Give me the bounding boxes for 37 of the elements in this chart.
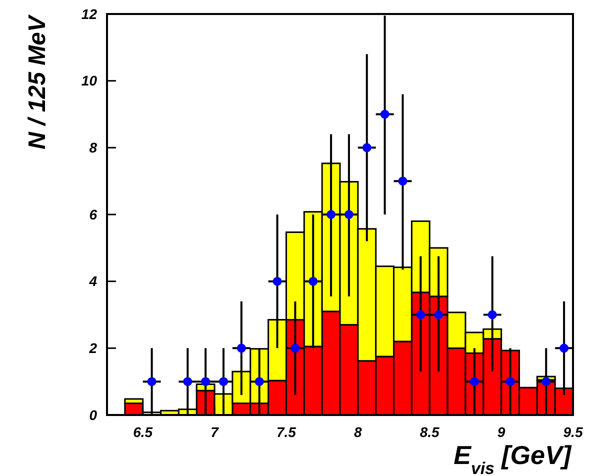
y-tick-label: 8 — [89, 140, 98, 156]
y-tick-label: 2 — [88, 340, 98, 356]
point — [488, 310, 497, 320]
y-tick-label: 12 — [81, 6, 98, 22]
x-tick-label: 9 — [497, 424, 506, 440]
point — [326, 210, 336, 219]
y-axis-title: N / 125 MeV — [24, 14, 51, 150]
point — [398, 176, 408, 186]
x-tick-label: 6.5 — [133, 424, 153, 440]
point — [344, 210, 354, 219]
x-tick-label: 9.5 — [563, 424, 583, 440]
x-tick-label: 8 — [354, 424, 362, 440]
y-tick-label: 10 — [81, 72, 98, 89]
point — [254, 377, 264, 386]
point — [542, 377, 551, 386]
x-axis-title: E$_{vis}$ [GeV] — [454, 440, 572, 476]
point — [272, 276, 282, 286]
point — [560, 344, 569, 353]
y-tick-label: 4 — [88, 273, 98, 290]
point — [219, 377, 228, 386]
point — [380, 110, 390, 119]
point — [506, 377, 515, 386]
point — [416, 310, 426, 320]
x-tick-label: 7 — [210, 424, 220, 440]
y-tick-label: 0 — [89, 406, 98, 423]
x-tick-label: 7.5 — [276, 424, 296, 440]
x-tick-label: 8.5 — [420, 424, 440, 440]
point — [290, 344, 300, 353]
point — [236, 344, 246, 353]
point — [434, 310, 444, 320]
point — [362, 143, 372, 152]
point — [308, 276, 318, 286]
point — [470, 377, 479, 386]
point — [147, 377, 156, 386]
point — [183, 377, 192, 386]
y-tick-label: 6 — [89, 206, 98, 222]
point — [201, 377, 210, 386]
